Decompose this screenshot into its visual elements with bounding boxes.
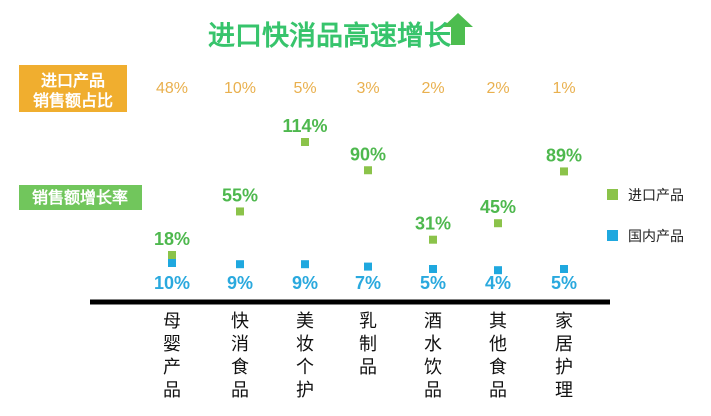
- category-character: 快: [231, 311, 249, 332]
- import-point: [301, 138, 309, 146]
- import-data-label: 31%: [415, 214, 451, 234]
- domestic-point: [236, 260, 244, 269]
- domestic-data-label: 5%: [420, 273, 446, 293]
- share-row: 48% 10% 5% 3% 2% 2% 1%: [156, 80, 576, 97]
- chart-title: 进口快消品高速增长: [208, 20, 452, 52]
- category-character: 家: [555, 311, 573, 332]
- domestic-point: [168, 259, 176, 267]
- domestic-data-label: 9%: [292, 273, 318, 293]
- import-point: [560, 167, 568, 176]
- domestic-point: [364, 262, 372, 271]
- category-character: 护: [296, 380, 314, 401]
- category-character: 护: [555, 357, 573, 378]
- import-point: [168, 251, 176, 259]
- category-character: 母: [163, 311, 181, 332]
- share-value: 1%: [552, 80, 575, 97]
- category-character: 妆: [296, 334, 314, 355]
- domestic-point: [560, 265, 568, 273]
- share-value: 2%: [486, 80, 509, 97]
- legend: 进口产品 国内产品: [607, 188, 684, 245]
- legend-swatch-domestic: [607, 230, 618, 241]
- category-character: 品: [359, 357, 377, 378]
- category-character: 品: [231, 380, 249, 401]
- category-character: 婴: [163, 334, 181, 355]
- domestic-data-label: 4%: [485, 273, 511, 293]
- category-character: 制: [359, 334, 377, 355]
- import-data-label: 89%: [546, 145, 582, 165]
- import-data-label: 18%: [154, 229, 190, 249]
- growth-label-box: 销售额增长率: [19, 185, 142, 210]
- up-arrow-icon: [443, 13, 473, 45]
- domestic-data-label: 9%: [227, 273, 253, 293]
- legend-swatch-import: [607, 189, 618, 200]
- domestic-data-label: 5%: [551, 273, 577, 293]
- category-character: 酒: [424, 311, 442, 332]
- category-character: 个: [296, 357, 314, 378]
- share-value: 3%: [356, 80, 379, 97]
- category-character: 饮: [424, 357, 442, 378]
- share-label-box: 进口产品 销售额占比: [19, 65, 127, 112]
- category-character: 品: [489, 380, 507, 401]
- share-value: 2%: [421, 80, 444, 97]
- import-point: [236, 207, 244, 216]
- category-character: 食: [489, 357, 507, 378]
- legend-label-domestic: 国内产品: [628, 229, 684, 245]
- domestic-point: [494, 266, 502, 275]
- domestic-data-label: 10%: [154, 273, 190, 293]
- category-character: 他: [489, 334, 507, 355]
- domestic-point: [429, 265, 437, 273]
- category-label: 乳制品: [359, 311, 377, 378]
- import-point: [429, 235, 437, 244]
- category-character: 品: [163, 380, 181, 401]
- category-character: 美: [296, 311, 314, 332]
- category-character: 乳: [359, 311, 377, 332]
- share-label-line-1: 进口产品: [41, 71, 105, 90]
- import-point: [364, 166, 372, 175]
- category-character: 理: [555, 380, 573, 401]
- plot-points: 18% 55% 114% 90% 31% 45% 89% 10% 9% 9% 7% 5% 4% 5%: [154, 116, 582, 293]
- share-value: 5%: [293, 80, 316, 97]
- import-data-label: 114%: [282, 116, 327, 136]
- domestic-point: [301, 260, 309, 269]
- share-value: 48%: [156, 80, 188, 97]
- category-character: 产: [163, 357, 181, 378]
- import-data-label: 90%: [350, 144, 386, 164]
- category-character: 品: [424, 380, 442, 401]
- import-data-label: 55%: [222, 185, 258, 205]
- import-data-label: 45%: [480, 197, 516, 217]
- category-character: 消: [231, 334, 249, 355]
- category-character: 其: [489, 311, 507, 332]
- share-label-line-2: 销售额占比: [33, 91, 113, 110]
- category-character: 水: [424, 334, 442, 355]
- category-character: 食: [231, 357, 249, 378]
- legend-label-import: 进口产品: [628, 188, 684, 204]
- share-value: 10%: [224, 80, 256, 97]
- import-point: [494, 219, 502, 228]
- domestic-data-label: 7%: [355, 273, 381, 293]
- growth-label: 销售额增长率: [32, 188, 128, 207]
- category-character: 居: [555, 334, 573, 355]
